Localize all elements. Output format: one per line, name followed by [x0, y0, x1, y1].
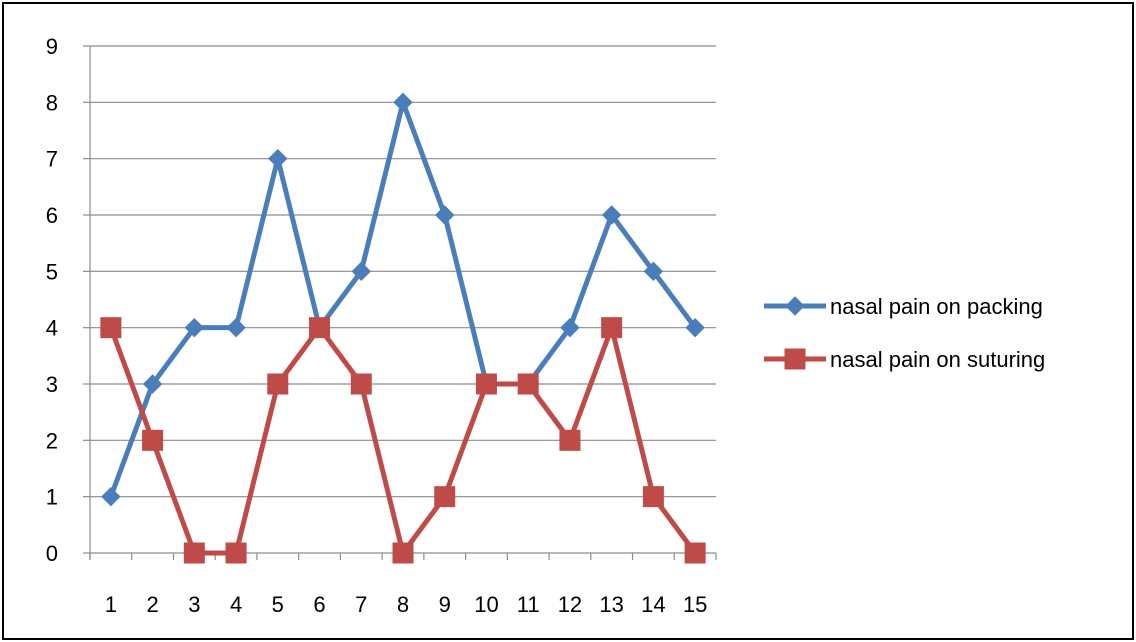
x-tick-label: 6: [313, 592, 325, 617]
legend-label: nasal pain on packing: [830, 294, 1043, 319]
series-1: [101, 92, 705, 507]
legend-entry: nasal pain on packing: [764, 294, 1043, 319]
data-point: [226, 317, 246, 338]
x-tick-label: 8: [397, 592, 409, 617]
y-tick-label: 2: [46, 428, 58, 453]
data-point: [642, 486, 664, 508]
x-tick-label: 15: [683, 592, 707, 617]
data-point: [142, 429, 164, 451]
data-point: [393, 92, 413, 113]
data-point: [183, 542, 205, 564]
data-point: [643, 261, 664, 282]
data-point: [267, 373, 289, 395]
legend: nasal pain on packing nasal pain on sutur…: [764, 294, 1045, 372]
data-point: [435, 205, 455, 225]
legend-swatch-marker: [785, 296, 805, 316]
x-tick-label: 2: [146, 592, 158, 617]
x-tick-label: 7: [355, 592, 367, 617]
data-point: [517, 373, 539, 395]
series-lines: [100, 92, 706, 564]
x-tick-label: 13: [599, 592, 623, 617]
x-tick-label: 12: [558, 592, 582, 617]
data-point: [434, 486, 456, 508]
data-point: [601, 317, 623, 339]
data-point: [475, 373, 497, 395]
x-tick-label: 9: [439, 592, 451, 617]
legend-entry: nasal pain on suturing: [764, 347, 1045, 372]
y-tick-labels: 0 1 2 3 4 5 6 7 8 9: [46, 34, 58, 566]
legend-label: nasal pain on suturing: [830, 347, 1045, 372]
data-point: [685, 317, 705, 338]
data-point: [392, 542, 414, 564]
x-tick-labels: 1 2 3 4 5 6 7 8 9 10 11 12 13 14 15: [105, 592, 708, 617]
x-tick-label: 11: [517, 592, 540, 617]
series-line: [108, 99, 698, 500]
y-tick-label: 9: [46, 34, 58, 59]
x-tick-label: 14: [641, 592, 665, 617]
data-point: [351, 261, 371, 282]
data-point: [601, 205, 622, 225]
data-point: [560, 317, 580, 338]
data-point: [309, 317, 331, 339]
y-tick-label: 6: [46, 203, 58, 228]
y-tick-label: 1: [46, 485, 58, 510]
y-tick-label: 5: [46, 259, 58, 284]
legend-swatch-marker: [784, 348, 806, 370]
data-point: [100, 317, 122, 339]
data-point: [184, 317, 205, 338]
y-tick-label: 8: [46, 90, 58, 115]
x-tick-label: 3: [188, 592, 200, 617]
data-point: [350, 373, 372, 395]
x-tick-label: 1: [105, 592, 117, 617]
x-tick-label: 5: [272, 592, 284, 617]
y-tick-label: 4: [46, 316, 58, 341]
x-tick-label: 10: [474, 592, 498, 617]
data-point: [225, 542, 247, 564]
y-tick-label: 0: [46, 541, 58, 566]
y-tick-label: 7: [46, 147, 58, 172]
gridlines: [90, 45, 716, 498]
data-point: [684, 542, 706, 564]
x-tick-label: 4: [230, 592, 242, 617]
data-point: [101, 486, 121, 507]
data-point: [268, 148, 288, 169]
data-point: [142, 374, 163, 394]
y-tick-label: 3: [46, 372, 58, 397]
series-2: [100, 317, 706, 564]
data-point: [559, 429, 581, 451]
